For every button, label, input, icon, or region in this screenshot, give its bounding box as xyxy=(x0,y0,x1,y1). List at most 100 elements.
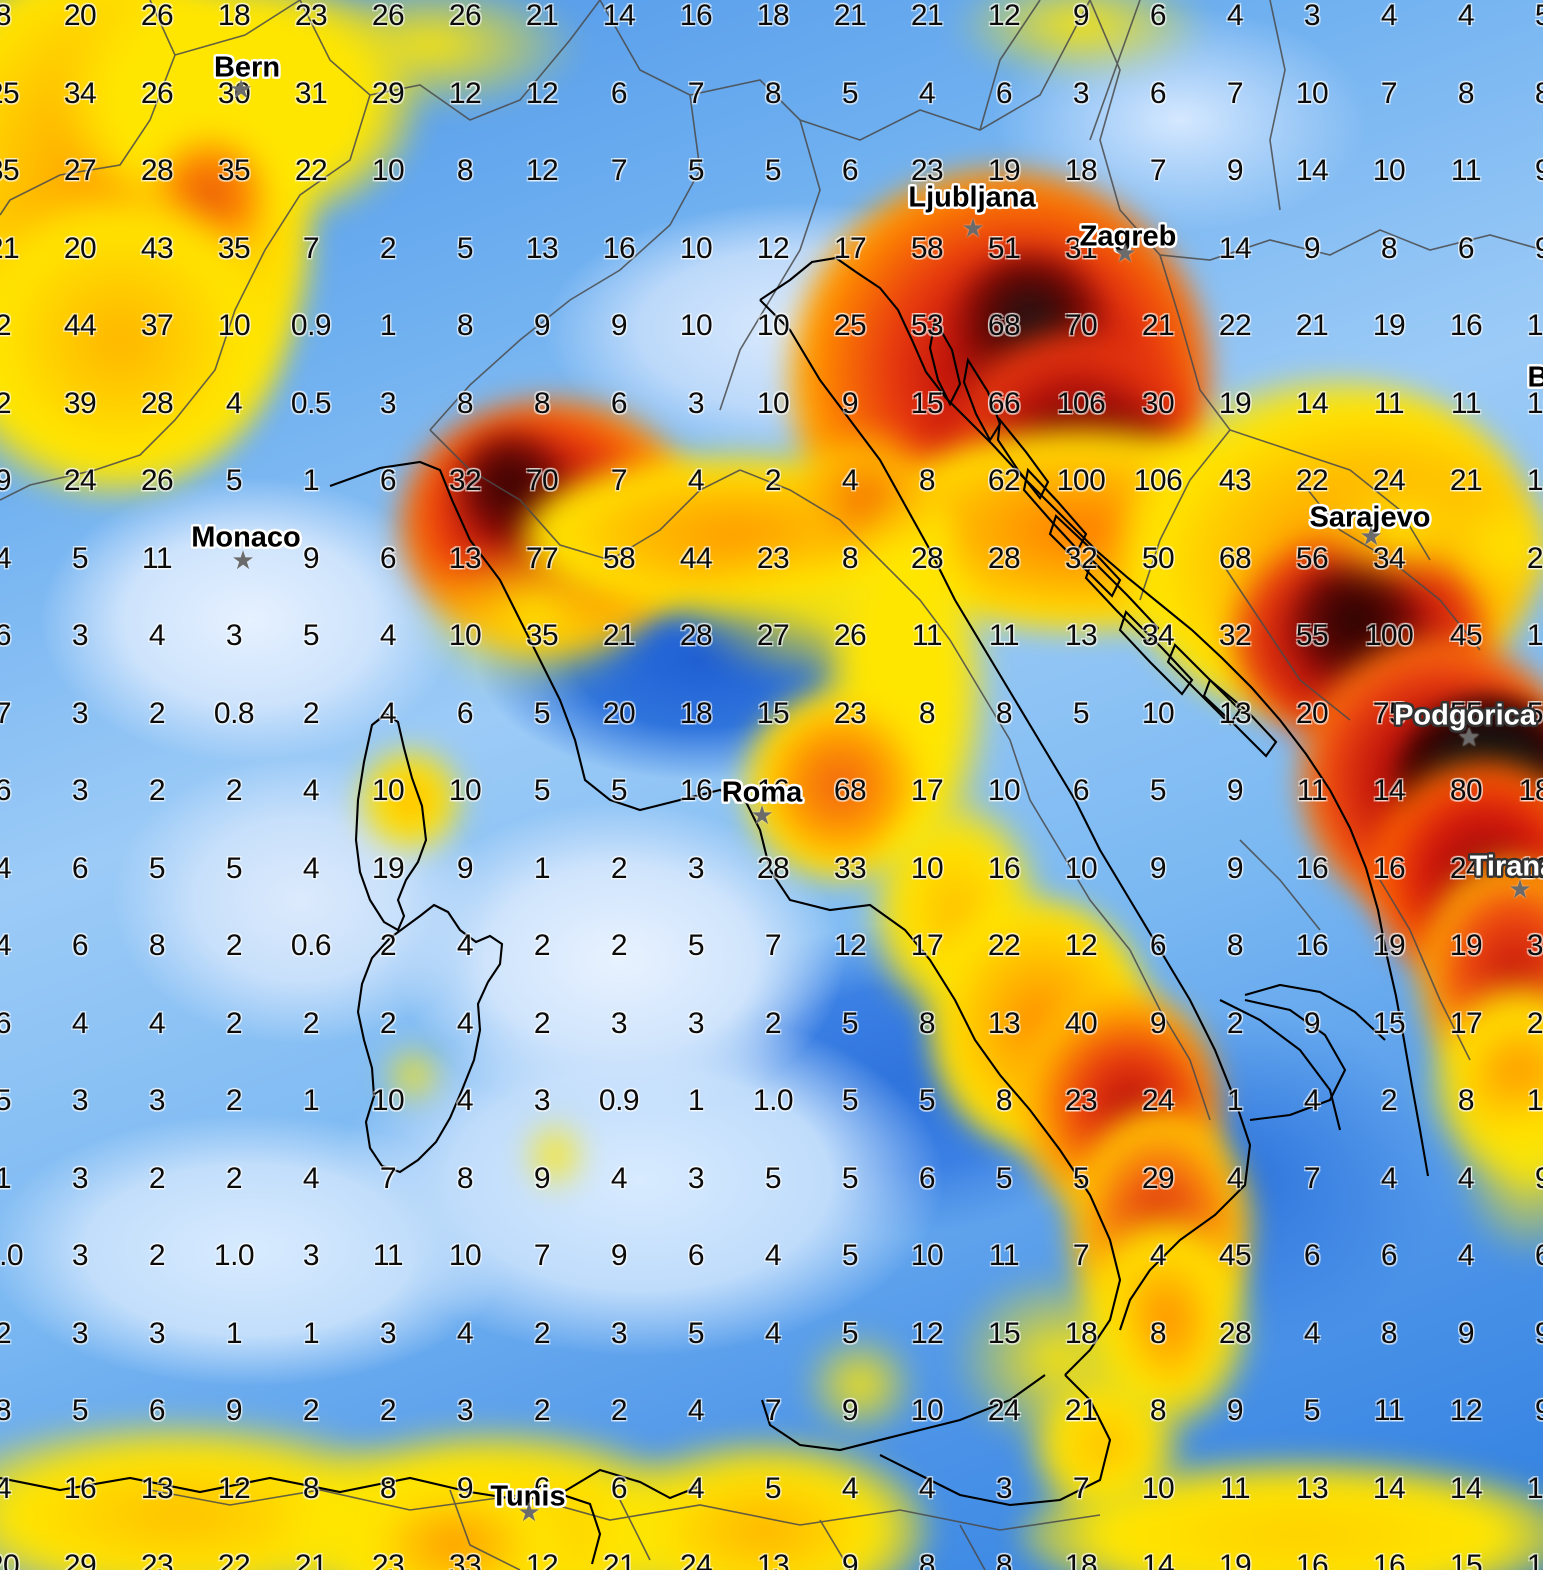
grid-value: 0.9 xyxy=(290,309,332,342)
grid-value: 26 xyxy=(140,0,174,32)
grid-value: 10 xyxy=(1064,851,1098,885)
grid-value: 14 xyxy=(602,0,636,32)
grid-value: 58 xyxy=(910,231,944,265)
grid-value: 8 xyxy=(1457,1084,1475,1117)
grid-value: 1 xyxy=(687,1084,705,1117)
grid-value: 28 xyxy=(140,154,174,187)
grid-value: 18 xyxy=(1064,1549,1098,1570)
grid-value: 51 xyxy=(987,231,1021,265)
grid-value: 20 xyxy=(0,1549,20,1570)
grid-value: 19 xyxy=(1218,386,1252,420)
grid-value: 3 xyxy=(71,1239,89,1272)
grid-value: 8 xyxy=(918,1006,936,1040)
grid-value: 13 xyxy=(1218,696,1252,730)
grid-value: 6 xyxy=(148,1394,166,1427)
grid-value: 24 xyxy=(1372,464,1406,497)
grid-value: 5 xyxy=(71,541,89,575)
grid-value: 43 xyxy=(140,231,174,265)
grid-value: 20 xyxy=(602,696,636,730)
grid-value: 8 xyxy=(764,76,782,110)
grid-value: 3 xyxy=(71,619,89,652)
grid-value: 4 xyxy=(1457,0,1475,32)
grid-value: 5 xyxy=(764,1161,782,1195)
grid-value: 15 xyxy=(987,1316,1021,1350)
grid-value: 21 xyxy=(1449,464,1483,497)
grid-value: 4 xyxy=(148,619,166,652)
grid-value: 3 xyxy=(456,1394,474,1427)
grid-value: 4 xyxy=(764,1316,782,1350)
grid-value: 8 xyxy=(148,929,166,962)
grid-value: 9 xyxy=(456,851,474,885)
grid-value: 14 xyxy=(1295,154,1329,187)
grid-value: 31 xyxy=(1064,231,1098,265)
grid-value: 2 xyxy=(148,696,166,730)
grid-value: 40 xyxy=(1064,1006,1098,1040)
grid-value: 9 xyxy=(456,1471,474,1505)
grid-value: 10 xyxy=(448,619,482,652)
grid-value: 11 xyxy=(911,619,943,652)
grid-value: 106 xyxy=(1133,464,1183,497)
city-label-zagreb: Zagreb xyxy=(1080,221,1177,254)
grid-value: 6 xyxy=(610,1471,628,1505)
grid-value: 6 xyxy=(0,1006,12,1040)
grid-value: 6 xyxy=(1380,1239,1398,1272)
grid-value: 2 xyxy=(148,1161,166,1195)
grid-value: 34 xyxy=(63,76,97,110)
grid-value: 9 xyxy=(1535,154,1543,188)
city-name: Bern xyxy=(213,51,281,84)
grid-value: 4 xyxy=(302,1161,320,1195)
grid-value: 3 xyxy=(71,1084,89,1117)
grid-value: 21 xyxy=(525,0,559,32)
grid-value: 1.0 xyxy=(213,1239,255,1272)
city-name: Podgorica xyxy=(1394,699,1536,732)
grid-value: 1.0 xyxy=(0,1239,24,1272)
grid-value: 6 xyxy=(918,1161,936,1195)
grid-value: 16 xyxy=(679,0,713,32)
grid-value: 2 xyxy=(225,774,243,807)
grid-value: 22 xyxy=(294,154,328,187)
grid-value: 24 xyxy=(679,1549,713,1570)
grid-value: 8 xyxy=(1535,77,1543,111)
grid-value: 32 xyxy=(448,464,482,497)
grid-value: 9 xyxy=(610,1239,628,1272)
grid-value: 8 xyxy=(456,154,474,187)
grid-value: 13 xyxy=(756,1549,790,1570)
grid-value: 8 xyxy=(918,696,936,730)
grid-value: 68 xyxy=(1218,541,1252,575)
grid-value: 16 xyxy=(1372,1549,1406,1570)
grid-value: 6 xyxy=(995,76,1013,110)
grid-value: 11 xyxy=(1373,1394,1405,1427)
grid-value: 5 xyxy=(0,1084,12,1117)
grid-value: 8 xyxy=(302,1471,320,1505)
grid-value: 0.5 xyxy=(290,386,332,420)
grid-value: 14 xyxy=(1449,1471,1483,1505)
grid-value: 16 xyxy=(63,1471,97,1505)
grid-value: 5 xyxy=(687,1316,705,1350)
grid-value: 6 xyxy=(379,541,397,575)
grid-value: 7 xyxy=(764,929,782,962)
grid-value: 21 xyxy=(294,1549,328,1570)
city-name: Tunis xyxy=(490,1480,566,1513)
grid-value: 9 xyxy=(1226,154,1244,187)
grid-value: 4 xyxy=(1303,1084,1321,1117)
grid-value: 2 xyxy=(302,1006,320,1040)
grid-value: 3 xyxy=(1303,0,1321,32)
grid-value: 8 xyxy=(1226,929,1244,962)
grid-value: 2 xyxy=(148,774,166,807)
grid-value: 4 xyxy=(302,851,320,885)
grid-value: 3 xyxy=(71,696,89,730)
city-label-sarajevo: Sarajevo xyxy=(1310,502,1431,535)
grid-value: 7 xyxy=(610,464,628,497)
grid-value: 22 xyxy=(1218,309,1252,342)
grid-value: 10 xyxy=(679,231,713,265)
grid-value: 12 xyxy=(756,231,790,265)
grid-value: 5 xyxy=(533,696,551,730)
grid-value: 4 xyxy=(687,1471,705,1505)
capital-star-icon: ★ xyxy=(229,74,253,104)
grid-value: 13 xyxy=(140,1471,174,1505)
grid-value: 6 xyxy=(533,1471,551,1505)
grid-value: 27 xyxy=(756,619,790,652)
grid-value: 1 xyxy=(533,851,551,885)
